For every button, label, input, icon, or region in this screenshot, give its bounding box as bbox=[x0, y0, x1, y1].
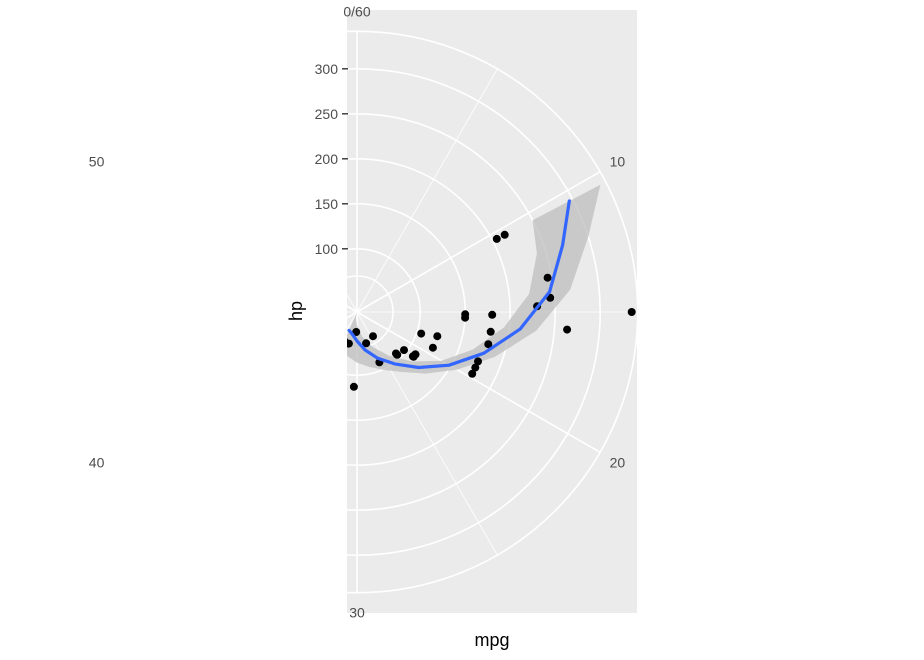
data-point bbox=[627, 308, 636, 316]
r-tick-label: 250 bbox=[315, 106, 339, 122]
data-point bbox=[461, 310, 470, 319]
grid-spoke-major bbox=[356, 170, 601, 313]
data-point bbox=[492, 234, 501, 243]
confidence-ribbon-layer bbox=[347, 184, 601, 374]
grid-spoke-minor bbox=[347, 311, 358, 331]
r-tick-label: 300 bbox=[315, 61, 339, 77]
y-axis-title: hp bbox=[286, 301, 306, 321]
data-point bbox=[369, 332, 377, 341]
r-tick-label: 100 bbox=[315, 241, 339, 257]
polar-grid bbox=[347, 30, 637, 594]
data-point bbox=[468, 369, 477, 378]
data-point bbox=[484, 340, 493, 349]
data-point bbox=[347, 339, 353, 348]
grid-spoke-major bbox=[356, 311, 601, 454]
r-axis: 100 150 200 250 300 bbox=[315, 61, 348, 257]
theta-tick-label: 30 bbox=[349, 605, 365, 621]
confidence-ribbon bbox=[347, 184, 601, 374]
smooth-line bbox=[347, 199, 571, 370]
data-point bbox=[362, 339, 371, 348]
data-point bbox=[543, 273, 552, 282]
data-point bbox=[393, 350, 402, 359]
data-point bbox=[428, 343, 437, 352]
smooth-line-layer bbox=[347, 199, 571, 370]
r-tick-label: 200 bbox=[315, 151, 339, 167]
data-point bbox=[417, 329, 426, 338]
data-point bbox=[474, 357, 482, 366]
data-point bbox=[400, 346, 408, 355]
theta-tick-label: 10 bbox=[610, 154, 626, 170]
data-point bbox=[349, 382, 358, 391]
theta-tick-label: 0/60 bbox=[343, 3, 370, 19]
data-point bbox=[408, 352, 417, 361]
theta-axis-labels: 0/60 10 20 30 40 50 bbox=[89, 3, 626, 620]
theta-tick-label: 40 bbox=[89, 454, 105, 470]
data-point bbox=[352, 328, 361, 336]
grid-spoke-minor bbox=[356, 68, 498, 313]
grid-spoke-major bbox=[347, 311, 358, 319]
data-point bbox=[488, 310, 497, 319]
x-axis-title: mpg bbox=[474, 630, 509, 650]
r-tick-label: 150 bbox=[315, 196, 339, 212]
data-point bbox=[471, 363, 480, 372]
theta-tick-label: 50 bbox=[89, 154, 105, 170]
theta-tick-label: 20 bbox=[610, 454, 626, 470]
data-point bbox=[500, 230, 509, 239]
data-point bbox=[433, 332, 442, 341]
data-point bbox=[563, 325, 572, 334]
data-point bbox=[486, 327, 495, 336]
data-point bbox=[347, 338, 349, 345]
